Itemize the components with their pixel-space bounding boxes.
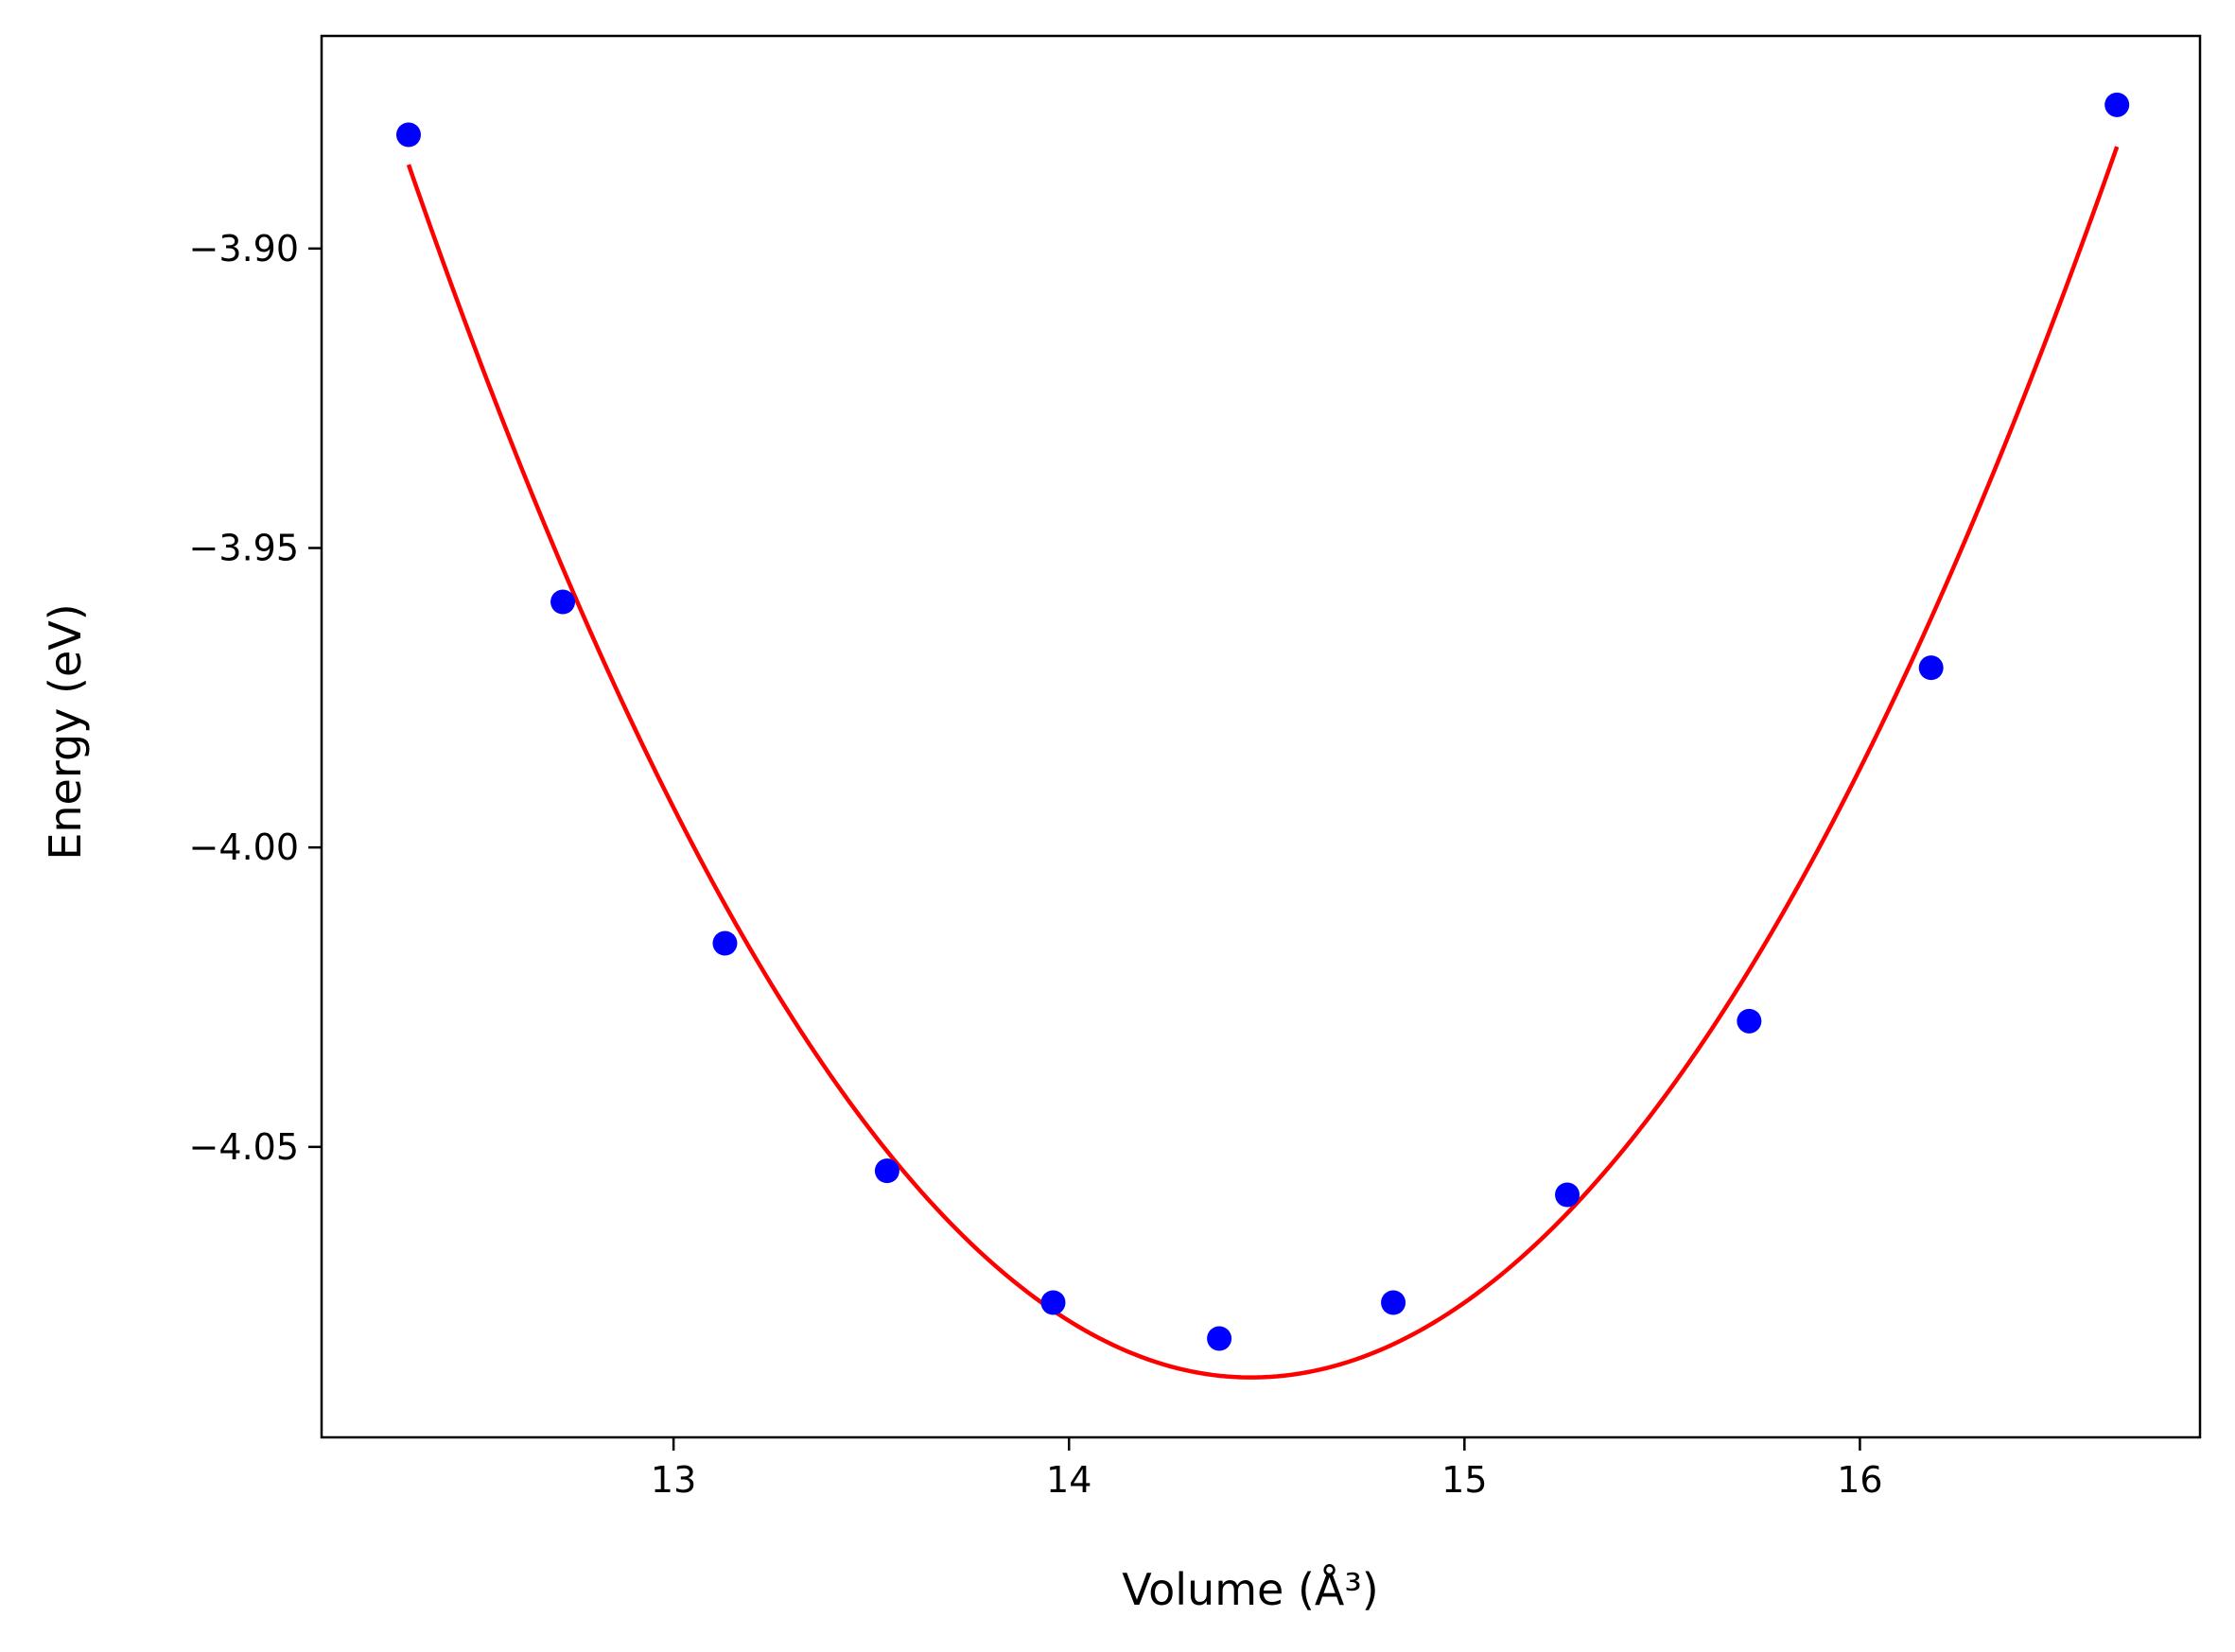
data-point — [550, 589, 576, 615]
data-point — [2104, 92, 2130, 117]
data-point — [1207, 1326, 1232, 1351]
x-tick-label: 16 — [1837, 1459, 1882, 1501]
x-axis-ticks: 13 14 15 16 — [651, 1437, 1883, 1501]
data-point — [1555, 1182, 1580, 1208]
data-point — [712, 930, 738, 956]
x-tick-label: 15 — [1441, 1459, 1487, 1501]
x-axis-label: Volume (Å³) — [1122, 1564, 1379, 1615]
x-tick-label: 14 — [1046, 1459, 1091, 1501]
data-point — [1737, 1008, 1762, 1034]
y-tick-label: −4.05 — [189, 1126, 299, 1168]
y-tick-label: −3.95 — [189, 528, 299, 569]
x-tick-label: 13 — [651, 1459, 696, 1501]
fit-curve-layer — [406, 146, 2120, 1380]
fit-curve — [406, 146, 2120, 1380]
data-point — [1381, 1290, 1406, 1315]
data-point — [874, 1158, 899, 1184]
y-axis-label: Energy (eV) — [40, 603, 91, 860]
plot-area-frame — [320, 34, 2202, 1439]
data-point — [1918, 655, 1944, 681]
data-points-layer — [395, 92, 2130, 1351]
y-tick-label: −4.00 — [189, 826, 299, 868]
data-point — [1040, 1290, 1066, 1315]
data-point — [395, 122, 421, 148]
y-axis-ticks: −3.90 −3.95 −4.00 −4.05 — [189, 228, 322, 1168]
y-tick-label: −3.90 — [189, 228, 299, 270]
